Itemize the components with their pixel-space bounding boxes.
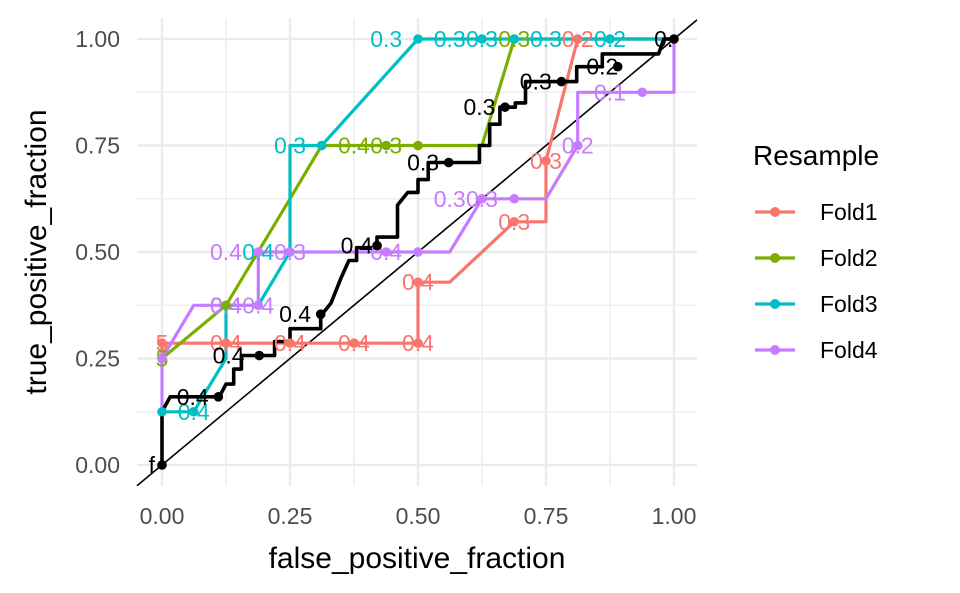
point-fold4 [572,140,583,151]
point-label-overall: 0.3 [463,94,495,120]
point-fold2 [413,140,423,151]
point-overall [612,61,623,72]
point-fold4 [477,193,487,204]
point-fold3 [477,34,487,44]
point-label-overall: f [149,452,156,478]
y-tick-label: 0.75 [75,133,120,159]
legend-key-point [770,253,780,263]
point-overall [254,350,265,361]
point-fold4 [157,353,167,364]
point-fold4 [637,87,648,98]
point-fold3 [157,406,167,417]
legend-key-point [770,207,780,217]
line-fold1 [160,37,674,359]
x-tick-label: 0.25 [268,503,313,529]
point-overall [157,460,167,470]
point-label-fold4: 0.3 [434,186,466,212]
point-overall [669,34,679,44]
y-tick-label: 0.00 [75,452,120,478]
point-fold3 [509,34,520,44]
point-overall [443,157,454,168]
y-tick-label: 1.00 [75,26,120,52]
point-fold1 [572,34,583,44]
legend-key-point [770,299,780,309]
point-fold1 [349,338,359,348]
point-labels: 50.40.40.40.40.40.30.30.250.40.40.30.30.… [149,26,674,478]
line-fold3 [162,37,674,414]
x-axis-label: false_positive_fraction [269,542,566,575]
point-label-fold3: 0.3 [530,26,562,52]
point-overall [556,76,567,87]
series-points [157,34,679,470]
point-fold4 [253,247,264,257]
point-label-fold3: 0.3 [370,26,402,52]
point-fold1 [157,338,167,348]
point-fold4 [413,247,423,257]
point-label-overall: 0.3 [520,69,552,95]
legend-label: Fold2 [820,245,878,271]
legend: Resample Fold1 Fold2 Fold3 Fold4 [753,140,879,363]
x-tick-label: 0.75 [524,503,569,529]
point-fold3 [413,34,423,44]
legend-label: Fold4 [820,337,878,363]
legend-label: Fold1 [820,199,878,225]
x-tick-labels: 0.00 0.25 0.50 0.75 1.00 [140,503,697,529]
point-fold1 [413,338,423,348]
point-label-overall: 0.4 [341,233,373,259]
point-fold3 [605,34,615,44]
point-fold4 [285,247,295,257]
point-label-fold4: 0.4 [210,239,242,265]
x-tick-label: 1.00 [652,503,697,529]
legend-key-point [770,345,780,355]
x-tick-label: 0.50 [396,503,441,529]
point-label-overall: 0. [654,26,673,52]
point-overall [372,240,382,251]
y-axis-label: true_positive_fraction [20,109,53,394]
point-fold4 [253,300,264,311]
point-label-overall: 0.4 [279,301,311,327]
point-fold1 [509,216,520,227]
y-tick-label: 0.25 [75,346,120,372]
point-label-fold3: 0.3 [434,26,466,52]
point-fold1 [541,156,551,166]
point-overall [213,392,224,402]
point-fold4 [509,193,520,204]
point-fold1 [285,338,295,348]
line-overall [160,37,674,465]
point-overall [500,102,510,112]
point-fold3 [316,140,327,151]
y-tick-label: 0.50 [75,239,120,265]
point-label-overall: 0.4 [177,384,209,410]
point-fold2 [381,140,392,151]
point-label-fold2: 0.4 [338,133,370,159]
legend-label: Fold3 [820,291,878,317]
x-tick-label: 0.00 [140,503,185,529]
point-fold2 [221,300,231,311]
point-fold4 [381,247,392,257]
legend-title: Resample [753,140,879,171]
point-label-fold4: 0.1 [594,79,626,105]
y-tick-labels: 0.00 0.25 0.50 0.75 1.00 [75,26,120,478]
point-label-overall: 0.3 [407,150,439,176]
point-overall [315,309,326,319]
point-label-fold3: 0.3 [274,133,306,159]
point-fold3 [188,406,199,417]
point-fold1 [221,338,231,348]
point-fold1 [413,277,423,288]
